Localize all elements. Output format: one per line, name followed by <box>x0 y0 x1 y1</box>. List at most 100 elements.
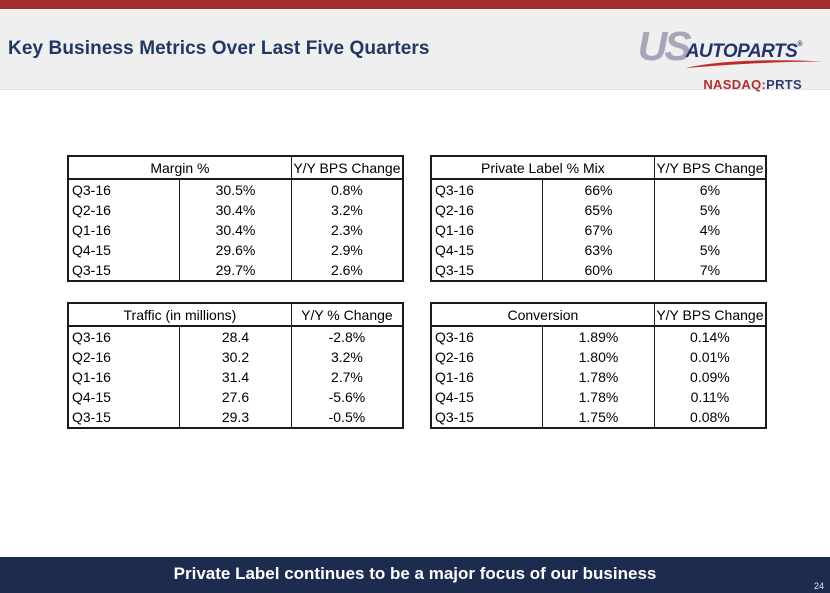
change-value: 2.6% <box>330 262 363 278</box>
metric-value: 66% <box>542 179 655 200</box>
registered-trademark: ® <box>797 41 802 48</box>
table-row: Q4-15 27.6 -5.6% <box>68 387 403 407</box>
metric-value: 29.6% <box>179 240 292 260</box>
quarter-label: Q4-15 <box>431 240 544 260</box>
quarter-label: Q3-15 <box>68 407 181 428</box>
slide-header: Key Business Metrics Over Last Five Quar… <box>0 9 830 92</box>
nasdaq-ticker: NASDAQ:PRTS <box>638 77 802 92</box>
margin-table-metric-header: Margin % <box>68 156 292 180</box>
table-row: Q3-15 1.75% 0.08% <box>431 407 766 428</box>
table-row: Q3-15 29.3 -0.5% <box>68 407 403 428</box>
quarter-label: Q1-16 <box>431 367 544 387</box>
change-value: 3.2% <box>330 202 363 218</box>
metric-value: 1.78% <box>542 367 655 387</box>
quarter-label: Q3-16 <box>431 326 544 347</box>
metric-value: 31.4 <box>179 367 292 387</box>
quarter-label: Q1-16 <box>68 220 181 240</box>
ticker-symbol-label: PRTS <box>766 77 802 92</box>
private-label-table-change-header: Y/Y BPS Change <box>654 156 766 180</box>
conversion-table-metric-header: Conversion <box>431 303 655 327</box>
margin-table-change-header: Y/Y BPS Change <box>291 156 403 180</box>
logo-us-text: US <box>637 23 692 69</box>
change-value: -0.5% <box>328 409 366 425</box>
change-value: 2.7% <box>330 369 363 385</box>
change-value: 3.2% <box>330 349 363 365</box>
margin-table: Margin % Y/Y BPS Change Q3-16 30.5% 0.8%… <box>67 155 404 282</box>
page-number: 24 <box>813 581 824 591</box>
logo-swoosh-icon <box>685 60 824 68</box>
change-value: 2.9% <box>330 242 363 258</box>
change-value: 6% <box>699 182 721 198</box>
ticker-exchange-label: NASDAQ: <box>703 77 767 92</box>
logo-autoparts-text: AUTOPARTS® <box>685 41 803 62</box>
change-value: 7% <box>699 262 721 278</box>
metric-value: 1.89% <box>542 326 655 347</box>
change-value: 0.09% <box>690 369 730 385</box>
change-value: -5.6% <box>328 389 366 405</box>
quarter-label: Q3-16 <box>68 326 181 347</box>
change-value: 5% <box>699 242 721 258</box>
table-row: Q3-16 30.5% 0.8% <box>68 179 403 200</box>
quarter-label: Q2-16 <box>68 347 181 367</box>
table-row: Q3-16 1.89% 0.14% <box>431 326 766 347</box>
quarter-label: Q3-16 <box>68 179 181 200</box>
traffic-table: Traffic (in millions) Y/Y % Change Q3-16… <box>67 302 404 429</box>
metric-value: 30.5% <box>179 179 292 200</box>
metric-value: 30.4% <box>179 220 292 240</box>
change-value: 0.14% <box>690 329 730 345</box>
private-label-table: Private Label % Mix Y/Y BPS Change Q3-16… <box>430 155 767 282</box>
metric-value: 29.7% <box>179 260 292 281</box>
table-row: Q4-15 1.78% 0.11% <box>431 387 766 407</box>
quarter-label: Q3-16 <box>431 179 544 200</box>
change-value: 5% <box>699 202 721 218</box>
quarter-label: Q3-15 <box>431 260 544 281</box>
table-row: Q2-16 30.2 3.2% <box>68 347 403 367</box>
metric-value: 28.4 <box>179 326 292 347</box>
metric-value: 27.6 <box>179 387 292 407</box>
metric-value: 65% <box>542 200 655 220</box>
top-accent-bar <box>0 0 830 9</box>
table-row: Q1-16 30.4% 2.3% <box>68 220 403 240</box>
quarter-label: Q4-15 <box>68 240 181 260</box>
quarter-label: Q4-15 <box>431 387 544 407</box>
quarter-label: Q1-16 <box>431 220 544 240</box>
metric-value: 1.78% <box>542 387 655 407</box>
table-row: Q3-16 66% 6% <box>431 179 766 200</box>
change-value: 0.11% <box>690 389 730 405</box>
conversion-table-change-header: Y/Y BPS Change <box>654 303 766 327</box>
page-title: Key Business Metrics Over Last Five Quar… <box>8 38 430 59</box>
table-row: Q4-15 29.6% 2.9% <box>68 240 403 260</box>
metric-value: 1.75% <box>542 407 655 428</box>
change-value: 0.08% <box>690 409 730 425</box>
table-row: Q1-16 31.4 2.7% <box>68 367 403 387</box>
metric-value: 1.80% <box>542 347 655 367</box>
footer-banner: Private Label continues to be a major fo… <box>0 557 830 593</box>
metric-value: 60% <box>542 260 655 281</box>
table-row: Q2-16 65% 5% <box>431 200 766 220</box>
change-value: -2.8% <box>328 329 366 345</box>
table-row: Q3-15 60% 7% <box>431 260 766 281</box>
traffic-table-metric-header: Traffic (in millions) <box>68 303 292 327</box>
quarter-label: Q1-16 <box>68 367 181 387</box>
quarter-label: Q3-15 <box>68 260 181 281</box>
quarter-label: Q2-16 <box>431 347 544 367</box>
quarter-label: Q2-16 <box>431 200 544 220</box>
change-value: 0.8% <box>330 182 363 198</box>
traffic-table-change-header: Y/Y % Change <box>291 303 403 327</box>
metric-value: 29.3 <box>179 407 292 428</box>
quarter-label: Q2-16 <box>68 200 181 220</box>
metric-value: 63% <box>542 240 655 260</box>
quarter-label: Q4-15 <box>68 387 181 407</box>
usautoparts-logo: US AUTOPARTS® NASDAQ:PRTS <box>637 23 824 92</box>
metric-value: 30.2 <box>179 347 292 367</box>
footer-message: Private Label continues to be a major fo… <box>173 564 657 583</box>
table-row: Q3-16 28.4 -2.8% <box>68 326 403 347</box>
conversion-table: Conversion Y/Y BPS Change Q3-16 1.89% 0.… <box>430 302 767 429</box>
metric-value: 30.4% <box>179 200 292 220</box>
change-value: 2.3% <box>330 222 363 238</box>
table-row: Q1-16 67% 4% <box>431 220 766 240</box>
table-row: Q2-16 30.4% 3.2% <box>68 200 403 220</box>
table-row: Q2-16 1.80% 0.01% <box>431 347 766 367</box>
table-row: Q1-16 1.78% 0.09% <box>431 367 766 387</box>
